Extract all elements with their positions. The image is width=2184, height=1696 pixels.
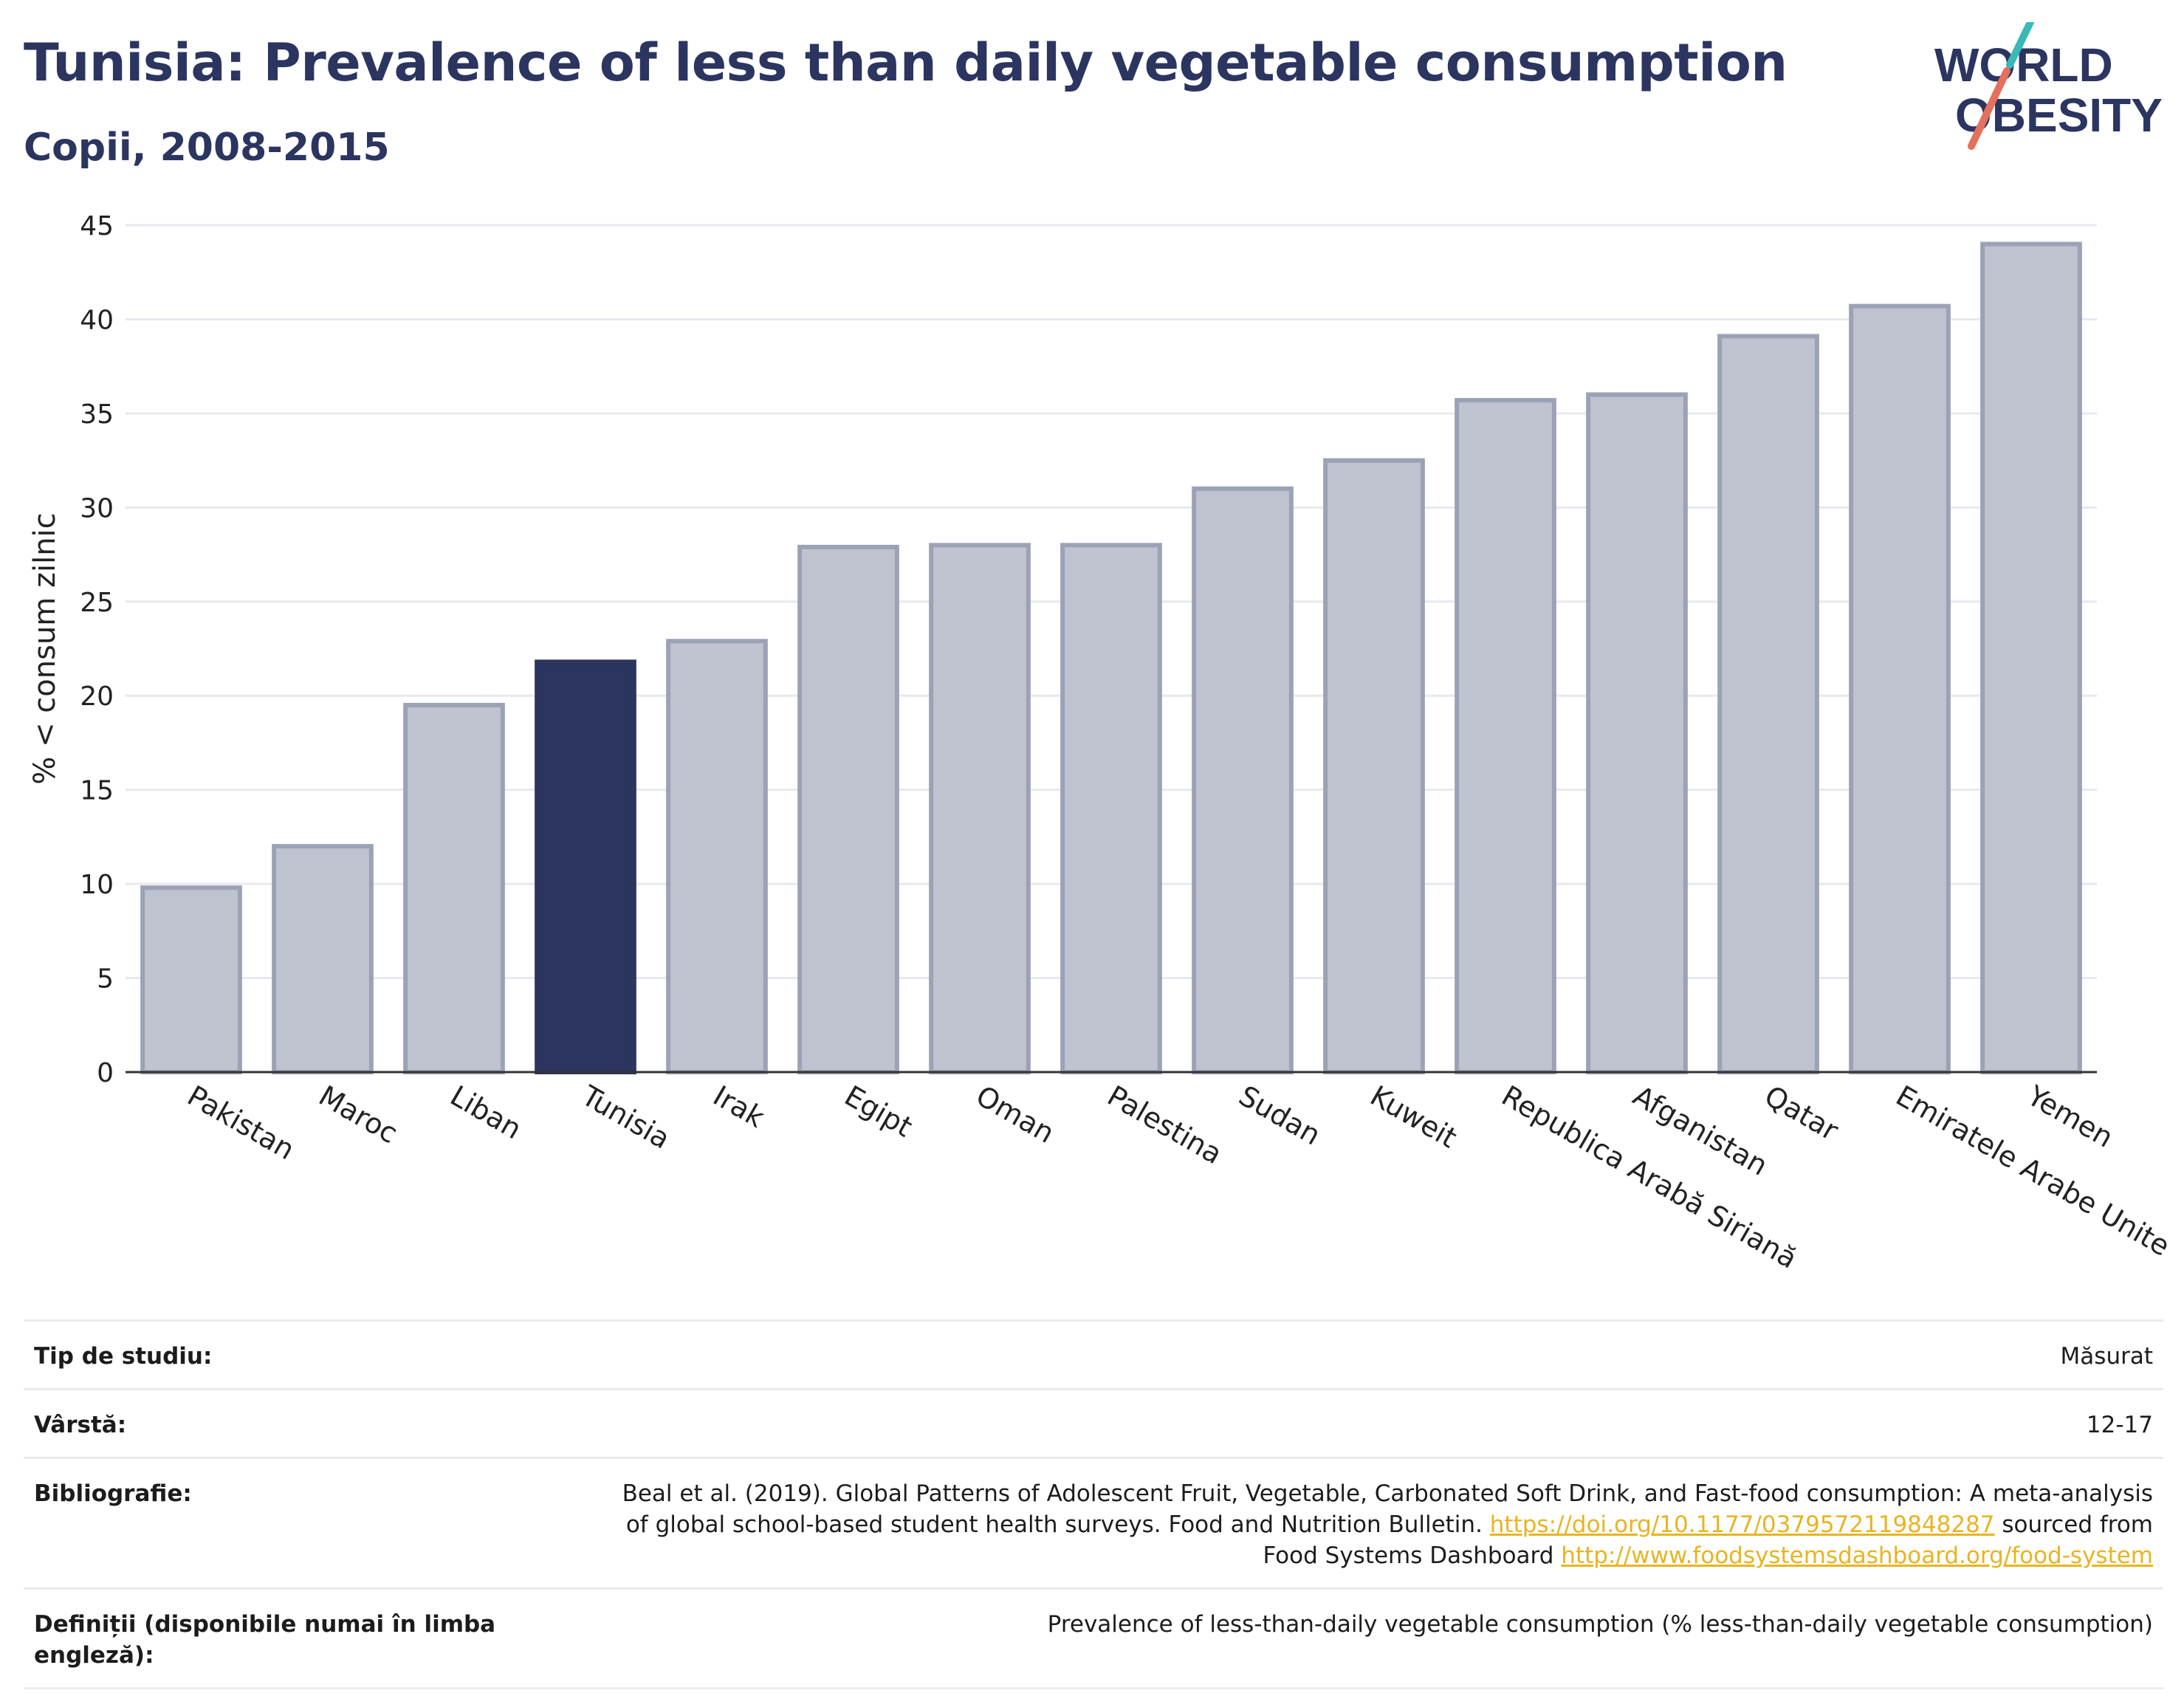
bar-qatar xyxy=(1717,334,1819,1074)
bar-liban xyxy=(403,702,505,1074)
meta-label: Bibliografie: xyxy=(34,1480,192,1507)
x-tick-label: Pakistan xyxy=(182,1079,301,1167)
bar-oman xyxy=(929,543,1031,1074)
chart-subtitle: Copii, 2008-2015 xyxy=(24,126,390,170)
world-obesity-logo: WORLD OBESITY xyxy=(1920,18,2171,155)
bibliography-line-1: Beal et al. (2019). Global Patterns of A… xyxy=(622,1480,2153,1507)
bibliography-line-3: Food Systems Dashboard http://www.foodsy… xyxy=(506,1540,2153,1571)
x-tick-label: Maroc xyxy=(314,1079,404,1150)
meta-value: Prevalence of less-than-daily vegetable … xyxy=(1047,1611,2153,1638)
x-tick-label: Kuweit xyxy=(1365,1079,1463,1155)
y-tick-label: 30 xyxy=(80,493,114,523)
x-tick-label: Tunisia xyxy=(576,1079,676,1156)
y-tick-label: 45 xyxy=(80,211,114,241)
x-tick-label: Sudan xyxy=(1234,1079,1327,1152)
bar-republica-arab-sirian- xyxy=(1455,398,1556,1074)
bar-kuweit xyxy=(1323,458,1425,1074)
doi-link[interactable]: https://doi.org/10.1177/0379572119848287 xyxy=(1489,1511,1995,1538)
x-tick-label: Oman xyxy=(971,1079,1060,1150)
meta-row-bibliography: Bibliografie: Beal et al. (2019). Global… xyxy=(24,1457,2163,1587)
food-systems-dashboard-link[interactable]: http://www.foodsystemsdashboard.org/food… xyxy=(1561,1542,2153,1569)
x-tick-label: Egipt xyxy=(839,1079,918,1144)
x-tick-label: Liban xyxy=(445,1079,527,1146)
meta-value-bibliography: Beal et al. (2019). Global Patterns of A… xyxy=(506,1478,2153,1571)
x-tick-label: Irak xyxy=(708,1079,770,1134)
bar-egipt xyxy=(797,544,899,1074)
meta-row-definitions: Definiții (disponibile numai în limba en… xyxy=(24,1587,2163,1689)
bar-yemen xyxy=(1980,241,2082,1074)
bar-palestina xyxy=(1060,543,1162,1074)
bar-irak xyxy=(666,639,768,1074)
meta-value: 12-17 xyxy=(2086,1412,2153,1438)
y-tick-label: 0 xyxy=(97,1058,114,1088)
chart-title: Tunisia: Prevalence of less than daily v… xyxy=(24,32,1788,93)
bibliography-line-2: of global school-based student health su… xyxy=(506,1509,2153,1540)
bar-sudan xyxy=(1192,486,1294,1074)
meta-label: Definiții (disponibile numai în limba en… xyxy=(34,1611,496,1669)
svg-text:WORLD: WORLD xyxy=(1934,38,2113,92)
x-tick-label: Palestina xyxy=(1102,1079,1228,1171)
y-tick-label: 25 xyxy=(80,588,114,618)
bar-pakistan xyxy=(140,885,242,1074)
meta-row-age: Vârstă: 12-17 xyxy=(24,1388,2163,1457)
bar-chart: 0 5 10 15 20 25 30 35 40 45 % < consum zilnic Pakis… xyxy=(28,211,2175,1275)
metadata-table: Tip de studiu: Măsurat Vârstă: 12-17 Bib… xyxy=(24,1319,2163,1689)
y-tick-label: 40 xyxy=(80,305,114,335)
y-tick-label: 15 xyxy=(80,776,114,806)
bar-afganistan xyxy=(1586,392,1688,1074)
y-axis-label: % < consum zilnic xyxy=(28,512,62,784)
bar-emiratele-arabe-unite xyxy=(1849,303,1951,1075)
meta-row-study-type: Tip de studiu: Măsurat xyxy=(24,1319,2163,1388)
bar-maroc xyxy=(272,844,374,1074)
bibliography-text: of global school-based student health su… xyxy=(625,1511,1483,1538)
y-tick-label: 10 xyxy=(80,870,114,900)
bar-tunisia xyxy=(535,659,636,1074)
y-tick-label: 35 xyxy=(80,399,114,430)
bibliography-dashboard-text: Food Systems Dashboard xyxy=(1263,1542,1554,1569)
meta-label: Vârstă: xyxy=(34,1412,127,1438)
x-tick-label: Qatar xyxy=(1759,1079,1844,1147)
y-tick-label: 5 xyxy=(97,964,114,995)
x-tick-label: Yemen xyxy=(2022,1079,2119,1154)
bibliography-sourced-text: sourced from xyxy=(2002,1511,2153,1538)
y-tick-label: 20 xyxy=(80,682,114,712)
meta-value: Măsurat xyxy=(2060,1343,2153,1370)
meta-label: Tip de studiu: xyxy=(34,1343,213,1370)
